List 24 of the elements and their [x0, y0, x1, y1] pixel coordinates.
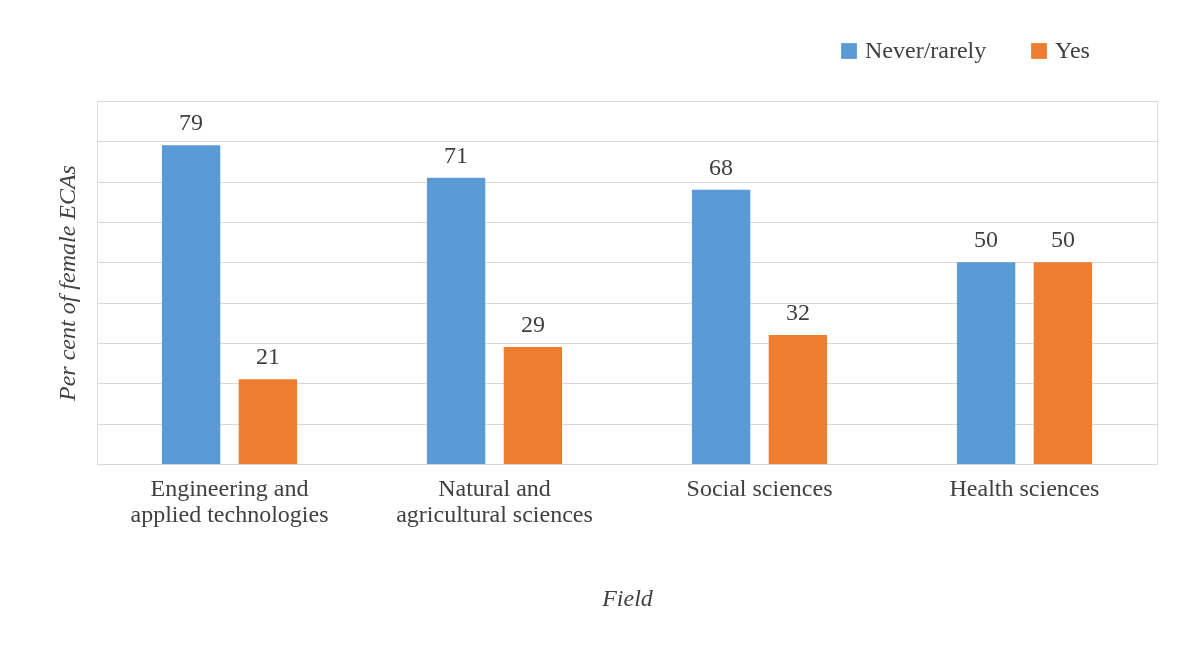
- legend-label: Never/rarely: [865, 37, 987, 63]
- bar: [1033, 262, 1093, 464]
- x-tick-label: Engineering and applied technologies: [130, 474, 329, 527]
- bar: [161, 145, 221, 464]
- x-tick-label: Social sciences: [686, 474, 833, 501]
- bar: [426, 177, 486, 464]
- y-axis-title: Per cent of female ECAs: [53, 165, 80, 402]
- data-label: 71: [444, 141, 469, 168]
- x-tick-label: Health sciences: [949, 474, 1100, 501]
- data-label: 21: [255, 343, 280, 370]
- bar: [238, 379, 298, 464]
- legend-label: Yes: [1055, 37, 1090, 63]
- bar: [956, 262, 1016, 464]
- x-axis-title: Field: [601, 584, 654, 611]
- x-tick-label: Natural and agricultural sciences: [396, 474, 593, 527]
- bar: [691, 189, 751, 464]
- data-label: 29: [520, 311, 545, 338]
- data-label: 50: [1050, 226, 1075, 253]
- data-label: 79: [179, 109, 204, 136]
- bar: [503, 347, 563, 464]
- data-label: 68: [709, 153, 734, 180]
- bar: [768, 334, 828, 464]
- data-label: 50: [974, 226, 999, 253]
- data-label: 32: [785, 298, 810, 325]
